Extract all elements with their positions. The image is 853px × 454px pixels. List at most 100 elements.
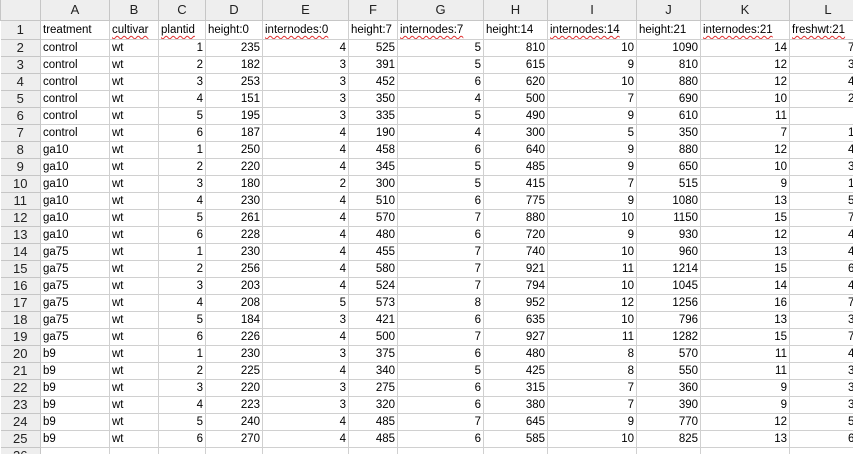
cell[interactable]: 335	[348, 107, 398, 125]
cell[interactable]: 4.3	[789, 243, 853, 261]
select-all-corner[interactable]	[0, 0, 41, 21]
cell[interactable]: wt	[109, 277, 159, 295]
cell[interactable]: 13	[700, 430, 790, 448]
column-header-i[interactable]: I	[547, 0, 637, 21]
cell[interactable]: 570	[636, 345, 701, 363]
cell[interactable]: 4	[397, 90, 484, 108]
header-cell[interactable]: internodes:7	[397, 20, 484, 40]
cell[interactable]: 13	[700, 243, 790, 261]
cell[interactable]: wt	[109, 226, 159, 244]
cell[interactable]: 6	[397, 226, 484, 244]
header-cell[interactable]: internodes:21	[700, 20, 790, 40]
cell[interactable]: 151	[205, 90, 263, 108]
cell[interactable]: 927	[483, 328, 548, 346]
cell[interactable]: 8	[547, 345, 637, 363]
row-header[interactable]: 5	[0, 90, 41, 108]
cell[interactable]: 15	[700, 209, 790, 227]
cell[interactable]: 1150	[636, 209, 701, 227]
cell[interactable]: 4	[397, 124, 484, 142]
cell[interactable]: wt	[109, 260, 159, 278]
cell[interactable]: 794	[483, 277, 548, 295]
cell[interactable]: 9	[547, 158, 637, 176]
cell[interactable]: 7	[397, 260, 484, 278]
cell[interactable]: 3.7	[789, 311, 853, 329]
cell[interactable]: 190	[348, 124, 398, 142]
cell[interactable]	[397, 447, 484, 454]
cell[interactable]: 10	[700, 90, 790, 108]
cell[interactable]: 235	[205, 39, 263, 57]
cell[interactable]: 3	[158, 379, 206, 397]
cell[interactable]: b9	[40, 345, 110, 363]
cell[interactable]: 3	[262, 73, 349, 91]
cell[interactable]: 425	[483, 362, 548, 380]
cell[interactable]: 6	[397, 396, 484, 414]
cell[interactable]: 810	[636, 56, 701, 74]
cell[interactable]: 390	[636, 396, 701, 414]
cell[interactable]	[547, 447, 637, 454]
cell[interactable]: wt	[109, 328, 159, 346]
row-header[interactable]: 6	[0, 107, 41, 125]
row-header[interactable]: 22	[0, 379, 41, 397]
cell[interactable]: 14	[700, 277, 790, 295]
cell[interactable]: 1282	[636, 328, 701, 346]
cell[interactable]: control	[40, 39, 110, 57]
cell[interactable]: 250	[205, 141, 263, 159]
cell[interactable]: 256	[205, 260, 263, 278]
cell[interactable]: 500	[348, 328, 398, 346]
row-header[interactable]: 12	[0, 209, 41, 227]
cell[interactable]: 315	[483, 379, 548, 397]
cell[interactable]	[158, 447, 206, 454]
cell[interactable]: 6	[397, 141, 484, 159]
cell[interactable]: 510	[348, 192, 398, 210]
cell[interactable]: wt	[109, 345, 159, 363]
cell[interactable]: 6.3	[789, 430, 853, 448]
row-header[interactable]: 20	[0, 345, 41, 363]
cell[interactable]: 4	[262, 277, 349, 295]
cell[interactable]: 3.1	[789, 379, 853, 397]
column-header-h[interactable]: H	[483, 0, 548, 21]
cell[interactable]: 2	[158, 260, 206, 278]
cell[interactable]: 770	[636, 413, 701, 431]
cell[interactable]: 4	[262, 39, 349, 57]
cell[interactable]: 5.2	[789, 192, 853, 210]
cell[interactable]: 3	[262, 311, 349, 329]
cell[interactable]: wt	[109, 413, 159, 431]
cell[interactable]: 4	[262, 124, 349, 142]
cell[interactable]: 11	[700, 345, 790, 363]
cell[interactable]: 345	[348, 158, 398, 176]
cell[interactable]: 340	[348, 362, 398, 380]
cell[interactable]: 3	[262, 90, 349, 108]
cell[interactable]: 452	[348, 73, 398, 91]
cell[interactable]: 485	[348, 413, 398, 431]
cell[interactable]: control	[40, 124, 110, 142]
cell[interactable]: 220	[205, 158, 263, 176]
cell[interactable]: 1080	[636, 192, 701, 210]
row-header[interactable]: 10	[0, 175, 41, 193]
cell[interactable]: 4	[262, 192, 349, 210]
cell[interactable]: 9	[547, 192, 637, 210]
column-header-j[interactable]: J	[636, 0, 701, 21]
cell[interactable]: b9	[40, 379, 110, 397]
cell[interactable]: 5	[158, 209, 206, 227]
cell[interactable]: 1	[158, 141, 206, 159]
row-header[interactable]: 3	[0, 56, 41, 74]
cell[interactable]: 350	[636, 124, 701, 142]
header-cell[interactable]: height:0	[205, 20, 263, 40]
cell[interactable]	[40, 447, 110, 454]
cell[interactable]: 11	[547, 260, 637, 278]
header-cell[interactable]: freshwt:21	[789, 20, 853, 40]
row-header[interactable]: 11	[0, 192, 41, 210]
cell[interactable]: 7.6	[789, 209, 853, 227]
cell[interactable]: 5	[397, 107, 484, 125]
cell[interactable]: 415	[483, 175, 548, 193]
cell[interactable]: 8	[547, 362, 637, 380]
cell[interactable]: 320	[348, 396, 398, 414]
cell[interactable]: 5	[158, 413, 206, 431]
cell[interactable]	[109, 447, 159, 454]
cell[interactable]: wt	[109, 209, 159, 227]
cell[interactable]: 6	[397, 430, 484, 448]
cell[interactable]: 10	[547, 243, 637, 261]
cell[interactable]: 360	[636, 379, 701, 397]
cell[interactable]: 645	[483, 413, 548, 431]
row-header[interactable]: 25	[0, 430, 41, 448]
